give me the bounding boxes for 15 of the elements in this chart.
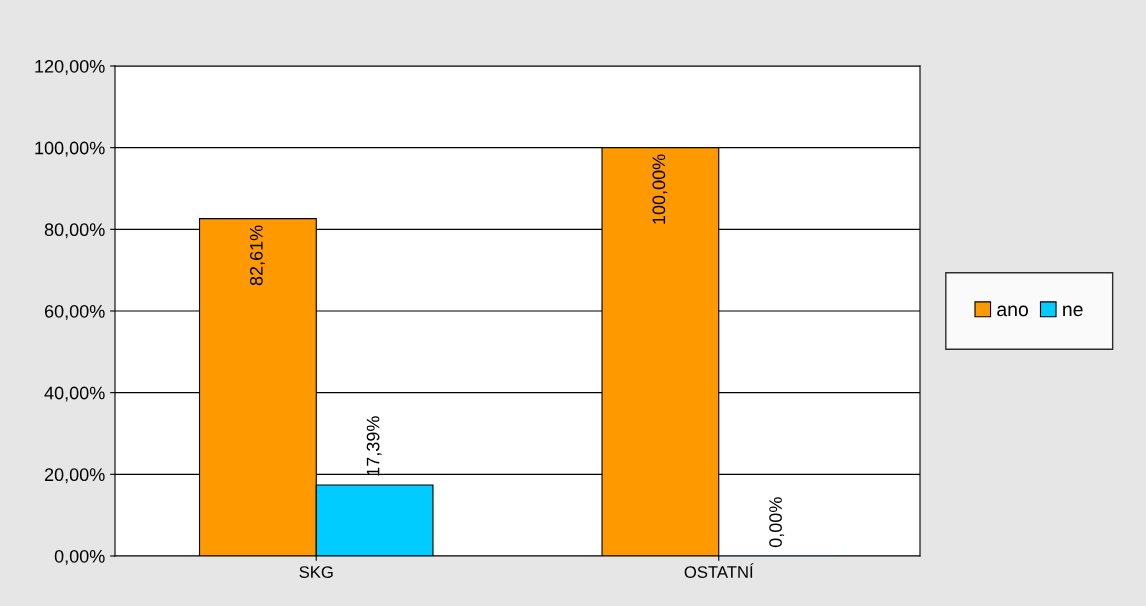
y-tick-label: 40,00% — [44, 386, 105, 402]
legend-label: ano — [997, 305, 1028, 317]
data-label: 0,00% — [769, 497, 785, 548]
y-tick-label: 20,00% — [44, 468, 105, 484]
data-label: 82,61% — [249, 225, 265, 286]
legend-label: ne — [1063, 305, 1083, 317]
y-tick-label: 120,00% — [35, 59, 105, 75]
data-label: 100,00% — [652, 154, 668, 224]
x-tick-label: SKG — [299, 566, 333, 578]
y-tick-label: 100,00% — [35, 141, 105, 157]
x-tick-label: OSTATNÍ — [684, 563, 754, 578]
data-label: 17,39% — [366, 416, 382, 476]
y-tick-label: 80,00% — [44, 223, 105, 239]
y-tick-label: 60,00% — [44, 304, 105, 320]
y-tick-label: 0,00% — [54, 549, 105, 565]
